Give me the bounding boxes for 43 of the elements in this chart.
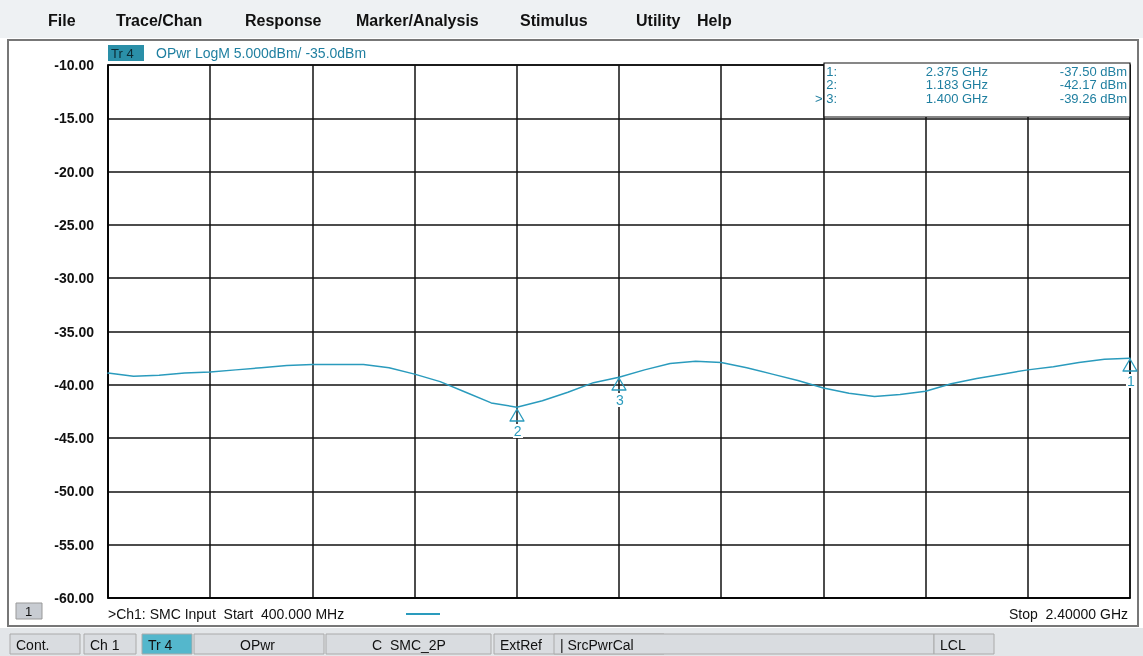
text: OPwr bbox=[240, 637, 276, 653]
text: Stop 2.40000 GHz bbox=[1008, 606, 1128, 622]
text: Ch 1 bbox=[90, 637, 120, 653]
annotation: -42.17 dBm bbox=[1059, 77, 1127, 92]
annotation: 1.183 GHz bbox=[925, 77, 988, 92]
annotation: > 3: bbox=[814, 90, 837, 106]
text: Help bbox=[697, 11, 732, 29]
annotation: 1: bbox=[826, 63, 837, 79]
text: Stimulus bbox=[520, 11, 588, 29]
y-tick-label: -20.00 bbox=[54, 163, 95, 180]
y-tick-label: -50.00 bbox=[54, 483, 95, 500]
text: ExtRef bbox=[500, 637, 543, 653]
annotation: 1.400 GHz bbox=[925, 90, 988, 106]
y-tick-label: -55.00 bbox=[54, 536, 95, 553]
text: Tr 4 bbox=[111, 45, 134, 61]
text: C SMC_2P bbox=[372, 637, 446, 653]
text: Response bbox=[245, 11, 322, 29]
y-tick-label: -10.00 bbox=[54, 57, 95, 73]
y-tick-label: -35.00 bbox=[54, 323, 95, 340]
text: Tr 4 bbox=[148, 637, 173, 653]
text: | SrcPwrCal bbox=[560, 637, 634, 653]
y-tick-label: -15.00 bbox=[54, 110, 95, 127]
y-tick-label: -30.00 bbox=[54, 270, 95, 287]
text: Trace/Chan bbox=[116, 11, 203, 29]
annotation: 1 bbox=[1126, 373, 1136, 390]
y-tick-label: -60.00 bbox=[54, 590, 95, 606]
y-tick-label: -40.00 bbox=[54, 376, 95, 393]
annotation: 2: bbox=[826, 77, 837, 92]
text: 1 bbox=[25, 603, 33, 619]
text: >Ch1: SMC Input Start 400.000 MHz bbox=[108, 606, 345, 622]
annotation: 3 bbox=[615, 391, 625, 408]
annotation: -39.26 dBm bbox=[1059, 90, 1127, 106]
annotation: 2 bbox=[512, 422, 523, 439]
y-tick-label: -25.00 bbox=[54, 216, 95, 233]
text: File bbox=[48, 11, 76, 29]
annotation: -37.50 dBm bbox=[1059, 63, 1127, 79]
chart-title: OPwr LogM 5.000dBm/ -35.0dBm bbox=[156, 45, 367, 61]
annotation: 2.375 GHz bbox=[925, 63, 988, 79]
text: Marker/Analysis bbox=[356, 11, 479, 29]
text: Cont. bbox=[16, 637, 50, 653]
text: Utility bbox=[636, 11, 681, 29]
text: LCL bbox=[940, 637, 966, 653]
y-tick-label: -45.00 bbox=[54, 430, 95, 447]
